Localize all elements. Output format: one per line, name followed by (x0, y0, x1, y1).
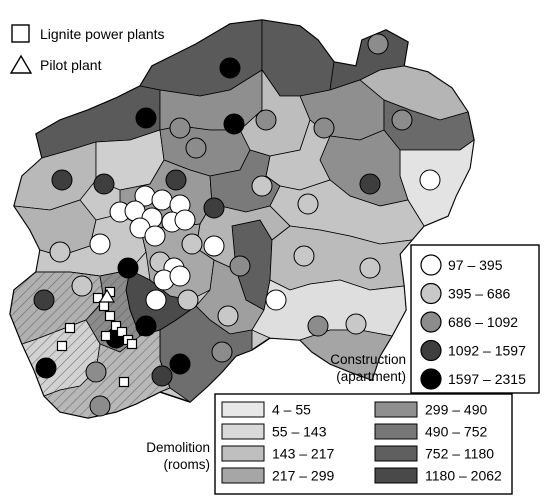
construction-circle (211, 341, 233, 363)
construction-legend-label: 97 – 395 (448, 257, 503, 273)
construction-legend-swatch (420, 254, 442, 276)
construction-legend-swatch (420, 368, 442, 390)
construction-circle (203, 235, 225, 257)
demolition-legend-swatch (221, 401, 265, 418)
construction-circle (251, 175, 273, 197)
pilot-plant-triangle (98, 288, 116, 303)
construction-circle (145, 289, 167, 311)
demolition-legend-swatch (221, 467, 265, 484)
construction-circle (93, 173, 115, 195)
construction-circle (35, 357, 57, 379)
demolition-legend-label: 4 – 55 (272, 402, 311, 418)
construction-circle (297, 193, 319, 215)
construction-legend-label: 395 – 686 (448, 286, 510, 302)
lignite-plant-marker (100, 330, 112, 342)
lignite-plant-marker (118, 376, 130, 388)
construction-circle (177, 289, 199, 311)
pilot-legend-label: Pilot plant (40, 57, 102, 73)
construction-circle (255, 109, 277, 131)
construction-circle (135, 107, 157, 129)
demolition-legend-swatch (374, 445, 418, 462)
construction-circle (33, 289, 55, 311)
construction-circle (223, 113, 245, 135)
district (261, 20, 335, 97)
construction-circle (181, 233, 203, 255)
demolition-legend-swatch (374, 467, 418, 484)
construction-circle (367, 33, 389, 55)
construction-legend-label: 1597 – 2315 (448, 371, 526, 387)
construction-circle (185, 137, 207, 159)
construction-circle (89, 233, 111, 255)
lignite-legend-label: Lignite power plants (40, 26, 165, 42)
demolition-legend-label: 299 – 490 (425, 402, 487, 418)
construction-circle (419, 169, 441, 191)
marker-legend: Lignite power plants Pilot plant (9, 24, 165, 74)
construction-circle (49, 241, 71, 263)
construction-circle (165, 169, 187, 191)
construction-circle (359, 173, 381, 195)
construction-circle (169, 265, 191, 287)
lignite-plant-marker (110, 320, 122, 332)
construction-circle (135, 315, 157, 337)
construction-legend-swatch (420, 311, 442, 333)
construction-circle (89, 395, 111, 417)
construction-circle (345, 313, 367, 335)
construction-circle (169, 117, 191, 139)
construction-circle (313, 117, 335, 139)
lignite-plant-marker (98, 300, 110, 312)
construction-circle (117, 257, 139, 279)
construction-legend-label: 686 – 1092 (448, 314, 518, 330)
construction-circle (151, 365, 173, 387)
demolition-legend-label: 1180 – 2062 (425, 468, 502, 484)
demolition-legend-label: 143 – 217 (272, 446, 334, 462)
construction-circle (174, 209, 196, 231)
construction-circle (293, 245, 315, 267)
demolition-legend-swatch (221, 445, 265, 462)
construction-legend-label: 1092 – 1597 (448, 343, 526, 359)
construction-circle (151, 189, 173, 211)
construction-circle (219, 57, 241, 79)
construction-circle (217, 305, 239, 327)
lignite-legend-square-icon (11, 24, 30, 43)
demolition-legend-label: 752 – 1180 (425, 446, 494, 462)
construction-circle (71, 275, 93, 297)
lignite-plant-marker (116, 326, 128, 338)
lignite-plant-marker (64, 322, 76, 334)
lignite-plant-marker (56, 340, 68, 352)
construction-circle (169, 353, 191, 375)
construction-circle (144, 225, 166, 247)
demolition-legend-label: 490 – 752 (425, 424, 487, 440)
demolition-legend: 4 – 55 55 – 143 143 – 217 217 – 299 299 – 49… (214, 393, 513, 495)
construction-circle (229, 255, 251, 277)
demolition-legend-label: 217 – 299 (272, 468, 334, 484)
district (251, 279, 407, 341)
demolition-legend-label: 55 – 143 (272, 424, 327, 440)
lignite-plant-markers (56, 286, 138, 388)
demolition-legend-swatch (374, 423, 418, 440)
demolition-legend-subtitle: (rooms) (164, 457, 211, 472)
demolition-legend-title: Demolition (146, 440, 210, 455)
construction-circle (203, 197, 225, 219)
construction-circle (85, 361, 107, 383)
construction-circle (265, 289, 287, 311)
district (299, 329, 393, 381)
lignite-plant-marker (126, 338, 138, 350)
construction-circle (391, 109, 413, 131)
pilot-legend-triangle-icon (9, 54, 33, 74)
construction-legend-title: Construction (330, 352, 406, 367)
construction-legend-swatch (420, 282, 442, 305)
construction-legend-swatch (420, 339, 442, 362)
construction-circle (51, 169, 73, 191)
construction-circle (307, 315, 329, 337)
construction-legend: 97 – 395 395 – 686 686 – 1092 1092 – 1597 15… (410, 244, 540, 394)
construction-circle (359, 257, 381, 279)
demolition-legend-swatch (221, 423, 265, 440)
demolition-legend-swatch (374, 401, 418, 418)
lignite-plant-marker (104, 310, 116, 322)
construction-legend-subtitle: (apartment) (336, 369, 406, 384)
